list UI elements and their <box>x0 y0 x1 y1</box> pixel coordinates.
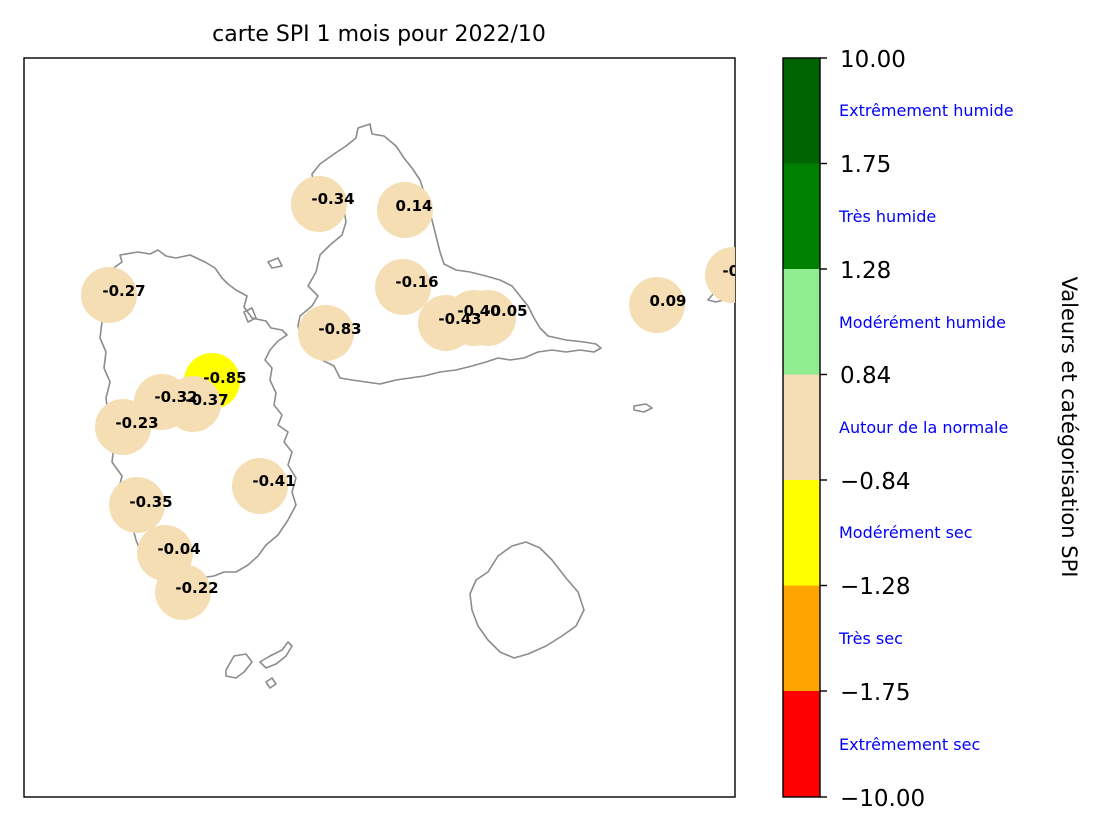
colorbar-tick-label: 0.84 <box>840 363 891 389</box>
station-value-label: -0.37 <box>185 391 228 409</box>
map-title: carte SPI 1 mois pour 2022/10 <box>212 22 546 47</box>
station-markers <box>81 176 761 620</box>
colorbar-segment <box>783 585 820 691</box>
station-marker[interactable] <box>298 305 354 361</box>
colorbar-tick-label: 10.00 <box>840 47 906 73</box>
station-value-label: -0.35 <box>129 493 172 511</box>
colorbar-tick-label: −10.00 <box>840 786 925 812</box>
colorbar-segment <box>783 374 820 480</box>
station-value-label: -0.41 <box>252 472 295 490</box>
colorbar-tick-label: −1.75 <box>840 680 910 706</box>
station-marker[interactable] <box>165 376 221 432</box>
station-value-label: -0.05 <box>484 302 527 320</box>
coast-basse-terre <box>97 249 297 583</box>
station-labels: -0.34 0.14 -0.27 -0.16 -0.83 -0.43 -0.40… <box>102 190 765 597</box>
colorbar-title: Valeurs et catégorisation SPI <box>1057 277 1081 578</box>
category-label: Modérément sec <box>839 523 973 542</box>
station-value-label: -0.85 <box>203 369 246 387</box>
category-label: Autour de la normale <box>839 418 1008 437</box>
station-marker[interactable] <box>81 267 137 323</box>
colorbar-segment <box>783 163 820 269</box>
colorbar-frame <box>782 57 821 798</box>
colorbar-tick-marks <box>820 57 827 798</box>
station-value-label: -0.04 <box>157 540 200 558</box>
category-label: Très humide <box>838 207 936 226</box>
station-marker[interactable] <box>232 458 288 514</box>
station-value-label: -0.40 <box>457 302 500 320</box>
station-marker[interactable] <box>377 182 433 238</box>
colorbar-tick-label: 1.75 <box>840 152 891 178</box>
colorbar-segment <box>783 269 820 375</box>
station-marker[interactable] <box>109 477 165 533</box>
station-value-label: -0.22 <box>175 579 218 597</box>
coast-islet-1 <box>267 257 283 269</box>
colorbar-segment <box>783 58 820 164</box>
station-value-label: -0.23 <box>115 414 158 432</box>
station-value-label: -0.16 <box>395 273 438 291</box>
station-value-label: -0.43 <box>438 310 481 328</box>
colorbar-tick-label: −1.28 <box>840 574 910 600</box>
station-marker[interactable] <box>375 259 431 315</box>
station-value-label: 0.09 <box>649 292 686 310</box>
station-value-label: -0.83 <box>318 320 361 338</box>
colorbar-segment <box>783 691 820 797</box>
category-label: Modérément humide <box>839 313 1006 332</box>
category-label: Extrêmement sec <box>839 735 980 754</box>
category-label: Très sec <box>838 629 903 648</box>
colorbar-tick-label: −0.84 <box>840 469 910 495</box>
category-label: Extrêmement humide <box>839 101 1014 120</box>
station-marker[interactable] <box>95 399 151 455</box>
station-value-label: 0.14 <box>395 197 432 215</box>
station-value-label: -0.32 <box>154 388 197 406</box>
coast-saintes-1 <box>225 653 253 679</box>
station-value-label: -0.48 <box>722 262 765 280</box>
colorbar-segment <box>783 480 820 586</box>
coast-marie-galante <box>469 541 585 659</box>
station-marker[interactable] <box>629 277 685 333</box>
colorbar-segments <box>783 58 820 797</box>
coast-saintes-2 <box>259 641 293 669</box>
coast-islet-2 <box>243 307 257 323</box>
colorbar: 10.00 1.75 1.28 0.84 −0.84 −1.28 −1.75 −… <box>782 47 1081 812</box>
colorbar-tick-label: 1.28 <box>840 258 891 284</box>
station-marker[interactable] <box>291 176 347 232</box>
station-marker[interactable] <box>460 290 516 346</box>
colorbar-category-labels: Extrêmement humide Très humide Modérémen… <box>838 101 1014 754</box>
station-marker[interactable] <box>155 564 211 620</box>
station-marker[interactable] <box>705 247 761 303</box>
station-value-label: -0.27 <box>102 282 145 300</box>
coast-petite-terre <box>633 403 653 413</box>
station-value-label: -0.34 <box>311 190 354 208</box>
coast-saintes-3 <box>265 677 277 689</box>
